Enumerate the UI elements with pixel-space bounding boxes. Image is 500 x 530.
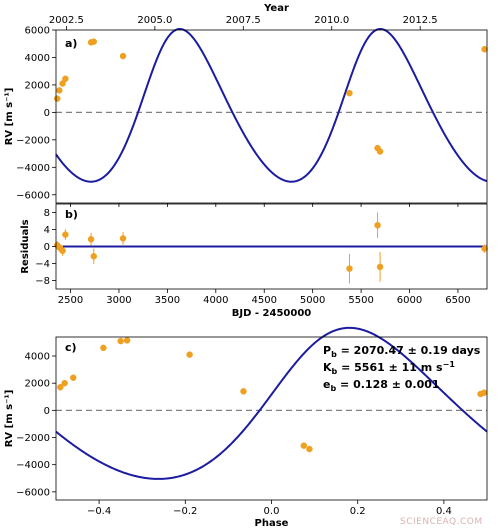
y-axis-title: RV [m s⁻¹] [4,88,15,146]
panel-c: −6000 −4000 −2000 0 2000 4000 −0.4 −0.2 0.0 0.2 0.… [4,326,488,529]
phased-data-point [300,442,308,449]
plot-frame [55,29,488,204]
top-x-tick-label: 2002.5 [49,15,84,26]
residual-data-point [59,247,66,254]
top-x-tick-label: 2007.5 [226,15,261,26]
phased-data-point [69,374,77,381]
rv-data-point [62,75,69,82]
x-tick-label: 3500 [155,295,180,306]
phased-data-point [61,379,68,387]
rv-data-point [346,89,353,97]
residual-data-point [87,236,95,243]
x-tick-label: −0.2 [173,506,197,517]
rv-data-point [90,38,98,45]
y-tick-label: −4 [35,259,50,270]
y-tick-label: −8 [35,276,50,287]
rv-data-point [59,80,66,87]
y-tick-label: 8 [44,208,50,219]
y-tick-label: 2000 [25,379,50,390]
y-tick-label: 6000 [25,26,50,37]
model-curve [55,27,488,183]
top-x-tick-label: 2012.5 [403,15,438,26]
phased-data-point [117,337,124,345]
y-axis-title: RV [m s⁻¹] [4,390,15,448]
rv-data-point [119,52,127,60]
x-tick-label: 4500 [252,295,277,306]
x-tick-label: 0.4 [436,506,452,517]
x-tick-label: 5000 [300,295,325,306]
top-axis-title: Year [263,3,289,14]
rv-data-point [481,45,488,53]
y-tick-label: −6000 [16,487,50,498]
x-tick-label: 4000 [203,295,228,306]
phased-data-point [306,445,313,453]
y-tick-label: 4000 [25,53,50,64]
residual-data-point [376,263,384,271]
x-axis-title: Phase [255,518,289,529]
y-tick-label: 0 [44,406,50,417]
phased-data-point [123,337,131,344]
y-tick-label: −6000 [16,190,50,201]
panel-label: c) [65,341,77,354]
residual-data-point [346,265,353,272]
phased-data-point [186,351,193,358]
x-tick-label: 5500 [348,295,373,306]
residual-data-point [62,231,69,238]
parameter-line: Kb = 5561 ± 11 m s−1 [323,360,455,376]
watermark: SCIENCEAQ.COM [400,517,483,527]
y-tick-label: −2000 [16,433,50,444]
x-axis-title: BJD - 2450000 [232,308,312,319]
phased-data-point [240,388,247,395]
residual-data-point [90,253,98,260]
rv-data-point [54,95,61,102]
y-tick-label: 4000 [25,352,50,363]
panel-b: −8 −4 0 4 8 2500 3000 3500 4000 4500 5000 5500 6000 6… [20,203,488,319]
y-tick-label: −2000 [16,135,50,146]
x-tick-label: −0.4 [87,506,111,517]
rv-data-point [56,87,63,94]
residual-data-point [119,235,127,242]
residual-data-point [481,245,488,252]
top-x-tick-label: 2005.0 [137,15,172,26]
y-axis-title: Residuals [20,219,31,273]
y-tick-label: 2000 [25,80,50,91]
x-tick-label: 6500 [445,295,470,306]
x-tick-label: 2500 [58,295,83,306]
panel-label: b) [65,208,78,221]
x-tick-label: 0.2 [350,506,366,517]
model-curve [55,326,488,480]
x-tick-label: 0.0 [264,506,280,517]
rv-data-point [376,148,384,155]
panel-label: a) [65,37,77,50]
y-tick-label: 0 [44,242,50,253]
phased-data-point [100,344,107,352]
phased-data-point [57,384,64,391]
y-tick-label: 4 [44,225,50,236]
x-tick-label: 3000 [106,295,131,306]
parameter-line: eb = 0.128 ± 0.001 [323,378,440,393]
residual-data-point [374,222,381,229]
parameter-line: Pb = 2070.47 ± 0.19 days [323,344,481,359]
y-tick-label: −4000 [16,460,50,471]
phased-data-point [480,389,488,396]
y-tick-label: 0 [44,108,50,119]
top-x-tick-label: 2010.0 [314,15,349,26]
x-tick-label: 6000 [397,295,422,306]
y-tick-label: −4000 [16,163,50,174]
